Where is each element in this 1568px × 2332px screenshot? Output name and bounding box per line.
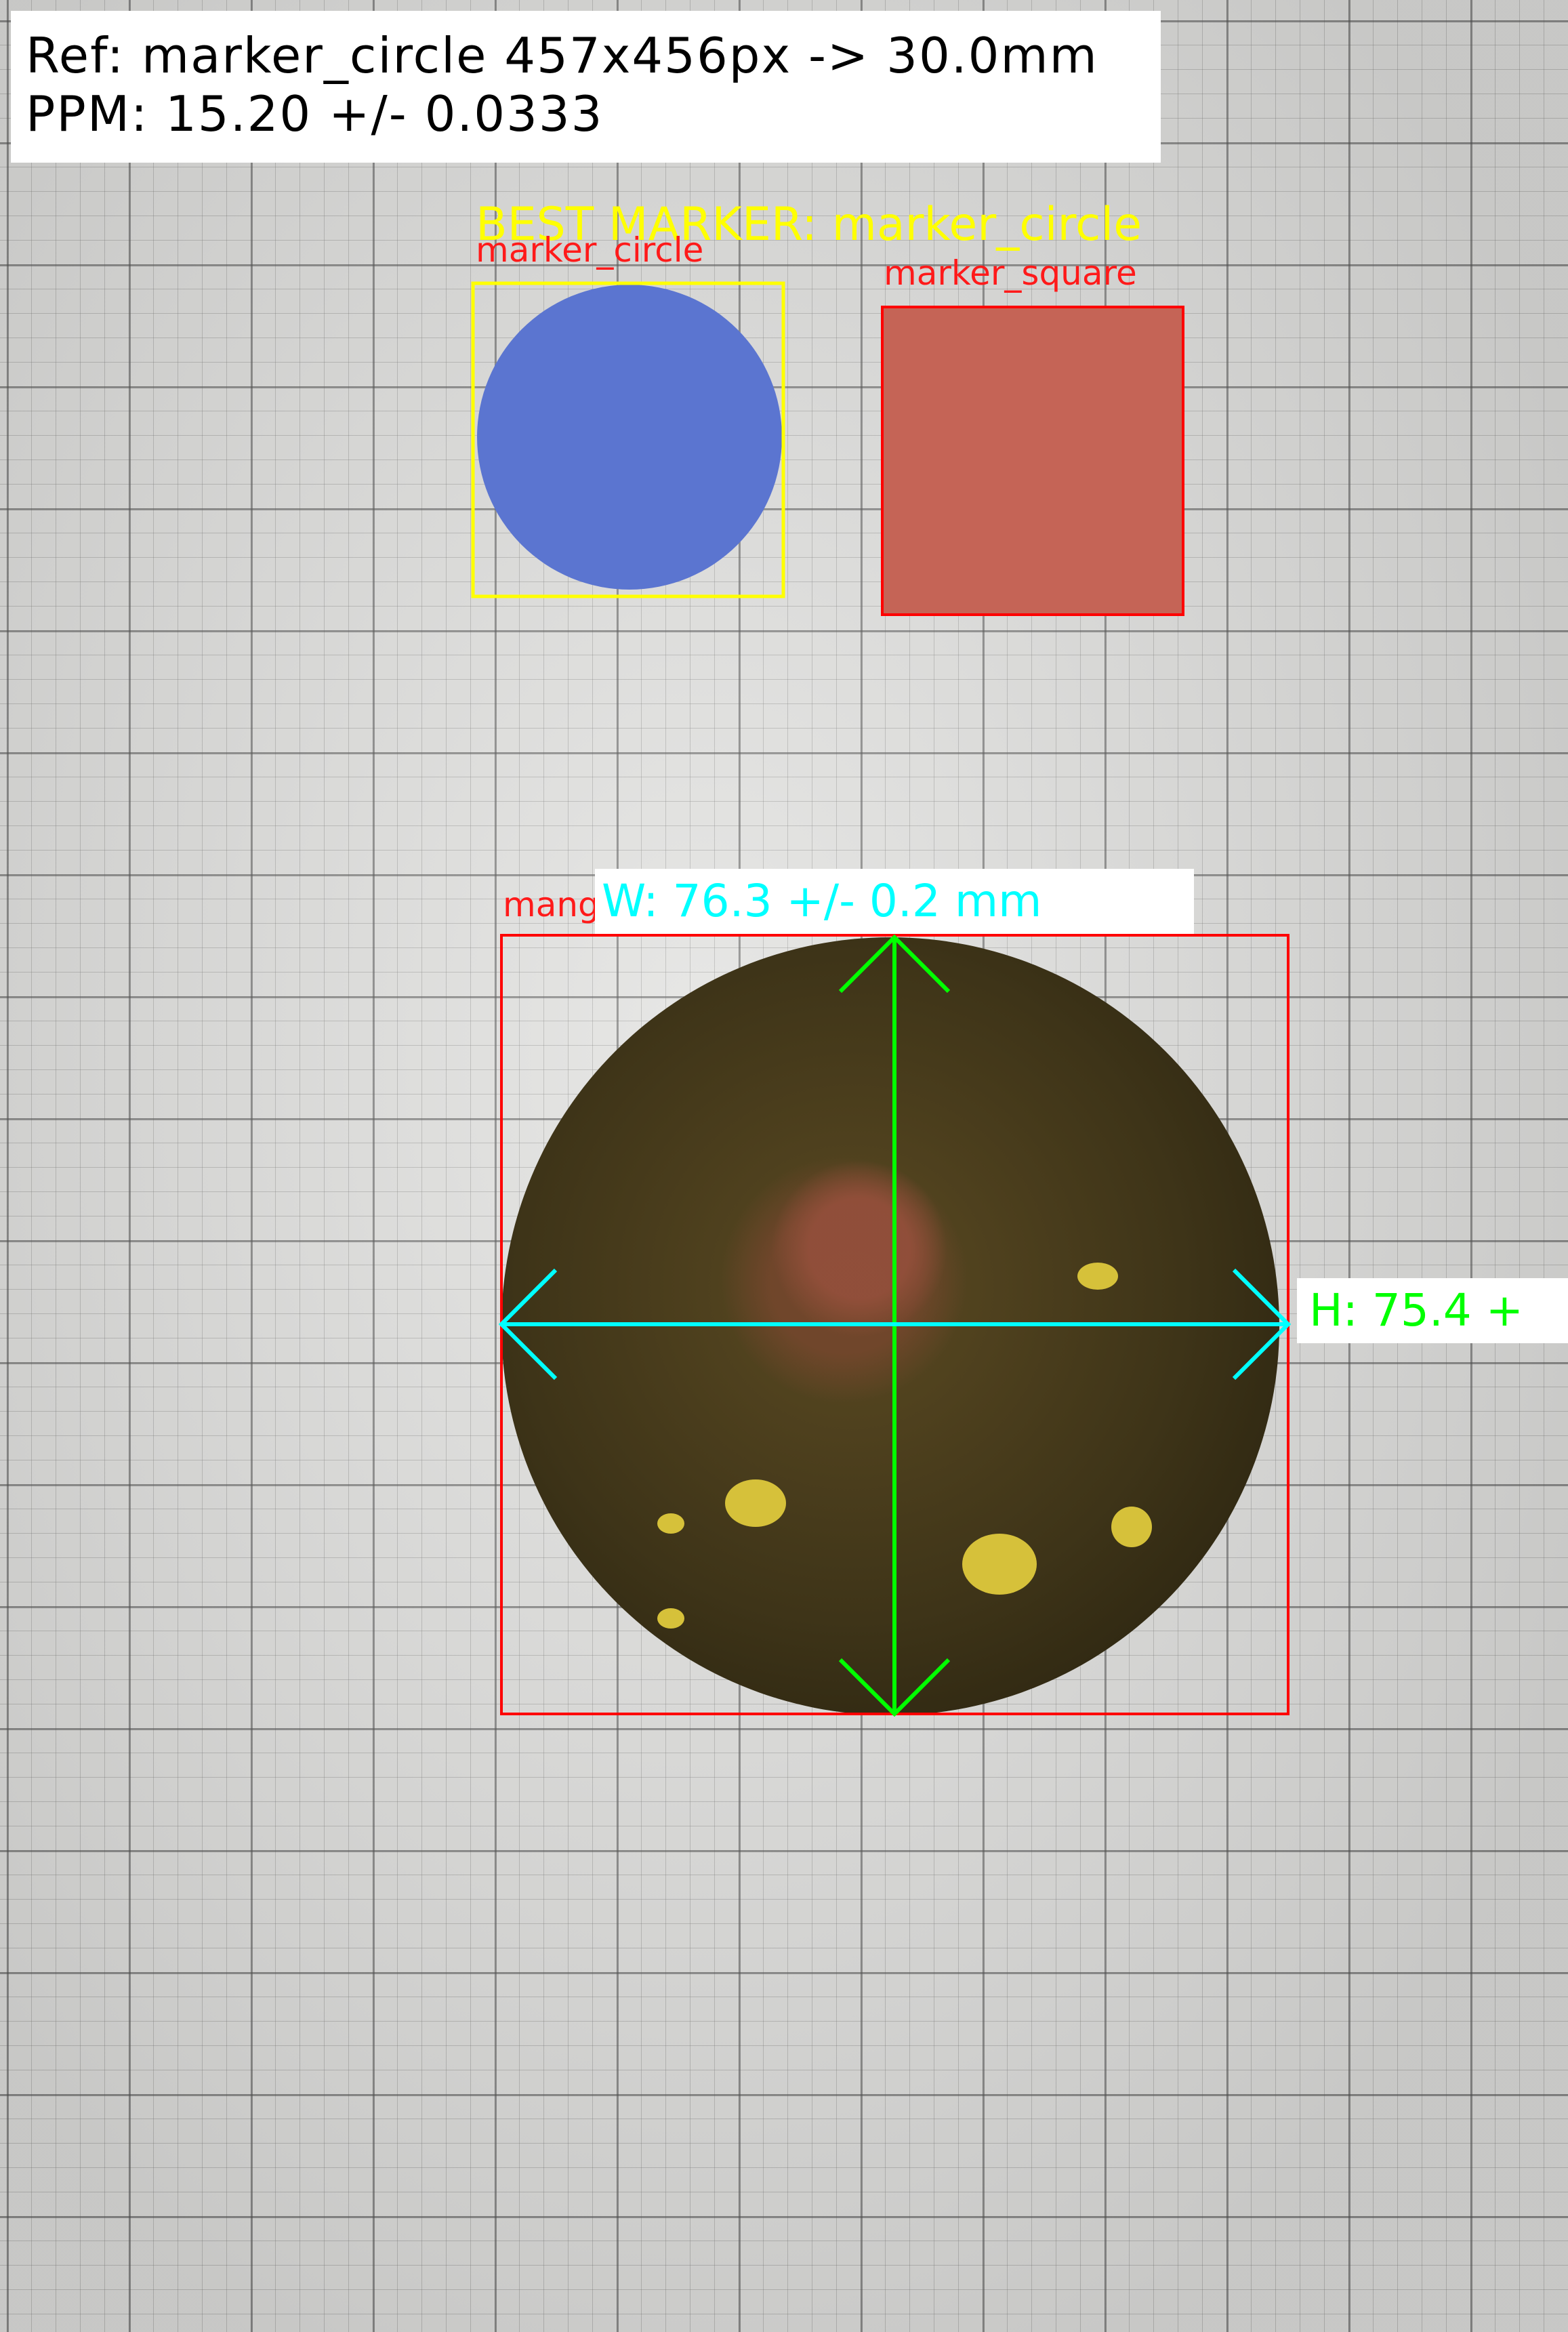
marker-circle-box <box>471 281 785 598</box>
fruit-spot <box>962 1534 1037 1595</box>
blue-circle-marker <box>477 285 782 590</box>
fruit-spot <box>725 1479 786 1527</box>
best-marker-label: BEST MARKER: marker_circle <box>476 198 1142 251</box>
marker-circle-label: marker_circle <box>476 230 704 270</box>
red-square-marker <box>884 308 1182 613</box>
fruit-spot <box>657 1513 684 1534</box>
width-measurement-label: W: 76.3 +/- 0.2 mm <box>595 869 1194 934</box>
height-measurement-label: H: 75.4 + <box>1297 1278 1568 1343</box>
object-label: mang <box>503 885 600 924</box>
fruit-spot <box>657 1608 684 1629</box>
width-arrow <box>498 1268 1292 1380</box>
marker-square-box <box>881 306 1184 616</box>
marker-square-label: marker_square <box>884 253 1137 293</box>
fruit-spot <box>1111 1507 1152 1547</box>
fruit-spot <box>1077 1263 1118 1290</box>
reference-line: Ref: marker_circle 457x456px -> 30.0mm <box>26 27 1098 84</box>
ppm-line: PPM: 15.20 +/- 0.0333 <box>26 85 604 142</box>
reference-info-panel: Ref: marker_circle 457x456px -> 30.0mm P… <box>11 11 1161 163</box>
